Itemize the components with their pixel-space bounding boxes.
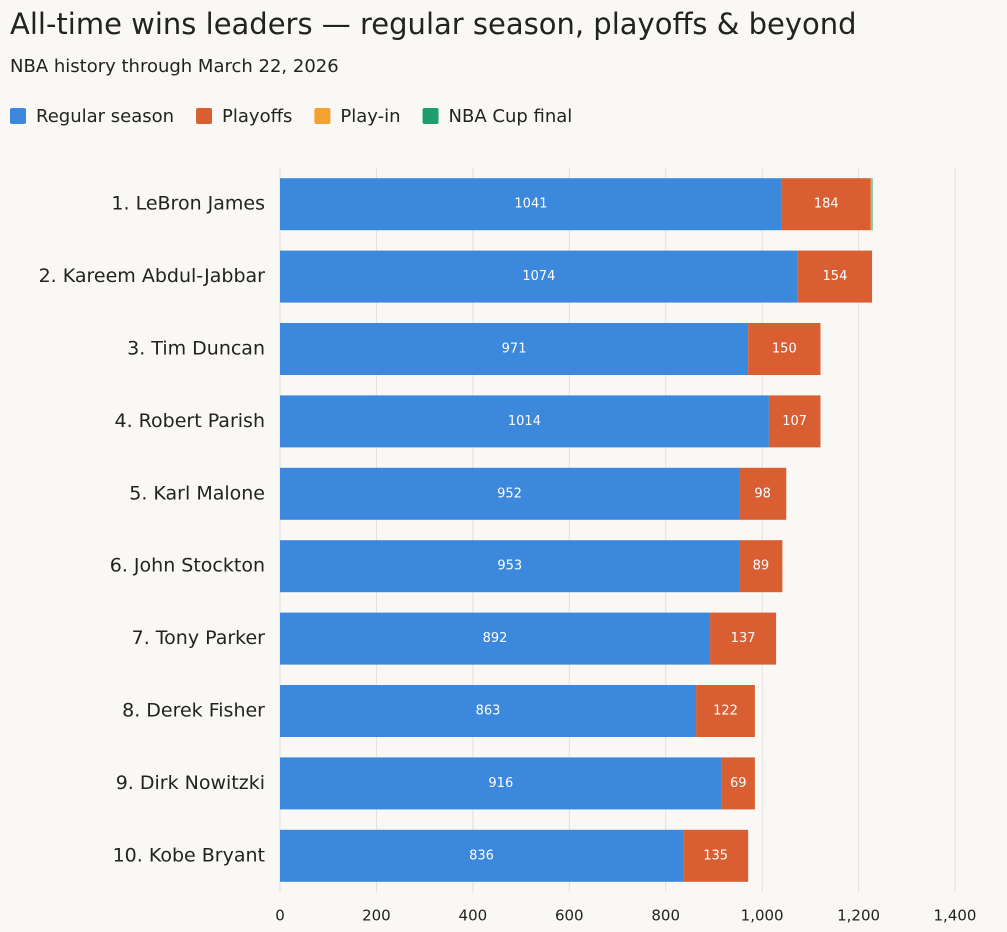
bar-segment xyxy=(280,467,739,520)
legend-label: Playoffs xyxy=(222,106,292,127)
bar-segment xyxy=(721,757,755,810)
data-label: 892 xyxy=(483,631,508,646)
data-label: 137 xyxy=(731,631,756,646)
legend-swatch xyxy=(10,108,26,124)
bar-segment xyxy=(683,829,749,882)
data-label: 953 xyxy=(497,559,522,574)
data-label: 184 xyxy=(814,197,839,212)
x-tick-label: 600 xyxy=(555,907,584,925)
data-label: 107 xyxy=(782,414,807,429)
bar-segment xyxy=(710,612,777,665)
legend-swatch xyxy=(422,108,439,124)
legend-label: Regular season xyxy=(36,106,174,127)
data-label: 1074 xyxy=(522,269,555,284)
bar-segment xyxy=(748,323,821,375)
bar-segment xyxy=(739,467,787,520)
x-tick-label: 0 xyxy=(275,907,285,925)
data-label: 135 xyxy=(703,848,728,863)
bar-segment xyxy=(280,612,711,665)
bar-segment xyxy=(280,757,722,810)
legend-label: NBA Cup final xyxy=(449,106,573,127)
y-tick-label: 3. Tim Duncan xyxy=(127,338,265,360)
y-tick-label: 1. LeBron James xyxy=(111,193,265,215)
bar-segment xyxy=(280,829,684,882)
data-label: 1041 xyxy=(514,197,547,212)
bar-segment xyxy=(280,250,798,303)
data-label: 1014 xyxy=(508,414,541,429)
bar-segment xyxy=(797,250,873,303)
x-tick-label: 1,400 xyxy=(934,907,977,925)
bar-segment xyxy=(739,540,783,593)
legend-swatch xyxy=(314,108,331,124)
x-tick-label: 400 xyxy=(459,907,488,925)
bar-segment xyxy=(870,178,873,231)
bar-segment xyxy=(280,178,782,231)
legend-label: Play-in xyxy=(340,106,400,127)
bar-segment xyxy=(696,685,755,737)
data-label: 122 xyxy=(713,704,738,719)
data-label: 836 xyxy=(469,848,494,863)
x-tick-label: 1,200 xyxy=(837,907,880,925)
data-label: 150 xyxy=(772,342,797,357)
y-tick-label: 2. Kareem Abdul-Jabbar xyxy=(39,265,266,287)
data-label: 154 xyxy=(823,269,848,284)
y-tick-label: 9. Dirk Nowitzki xyxy=(116,772,265,794)
data-label: 916 xyxy=(488,776,513,791)
y-tick-label: 4. Robert Parish xyxy=(115,410,265,432)
y-tick-label: 10. Kobe Bryant xyxy=(113,844,265,866)
x-tick-label: 800 xyxy=(651,907,680,925)
y-tick-label: 7. Tony Parker xyxy=(132,627,266,649)
y-tick-label: 8. Derek Fisher xyxy=(122,700,265,722)
legend-swatch xyxy=(196,108,213,124)
x-tick-label: 200 xyxy=(362,907,391,925)
y-tick-label: 5. Karl Malone xyxy=(129,482,265,504)
bar-segment xyxy=(280,395,769,448)
data-label: 971 xyxy=(502,342,527,357)
bar-segment xyxy=(781,178,871,231)
bar-segment xyxy=(280,685,697,737)
chart-title: All-time wins leaders — regular season, … xyxy=(10,7,857,41)
bar-segment xyxy=(768,395,821,448)
data-label: 863 xyxy=(476,704,501,719)
bar-segment xyxy=(280,540,740,593)
data-label: 89 xyxy=(753,559,770,574)
y-tick-label: 6. John Stockton xyxy=(110,555,265,577)
chart-subtitle: NBA history through March 22, 2026 xyxy=(10,56,339,77)
data-label: 69 xyxy=(730,776,747,791)
x-tick-label: 1,000 xyxy=(741,907,784,925)
bar-segment xyxy=(280,323,749,375)
data-label: 952 xyxy=(497,486,522,501)
legend: Regular season Playoffs Play-in NBA Cup fin… xyxy=(10,106,572,127)
data-label: 98 xyxy=(754,486,771,501)
